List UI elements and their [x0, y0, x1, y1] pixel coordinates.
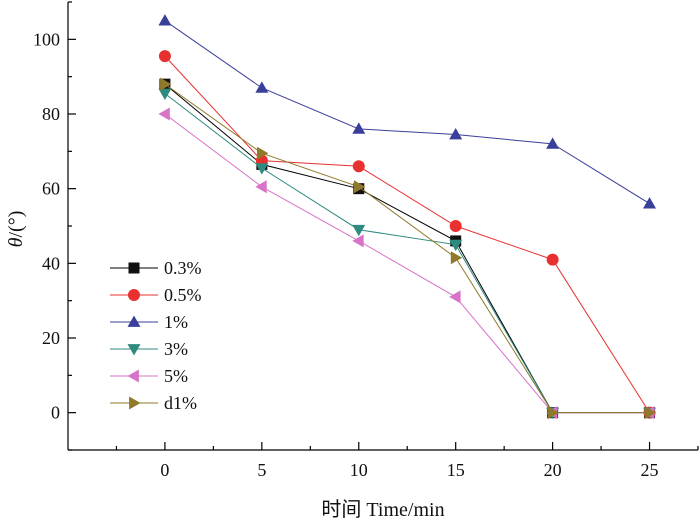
data-point-triangle-right — [160, 77, 172, 91]
series-line — [164, 83, 650, 414]
legend-item: 1% — [110, 312, 188, 332]
data-point-triangle-up — [449, 128, 463, 140]
data-point-triangle-up — [352, 122, 366, 134]
series-line — [164, 83, 650, 414]
data-point-triangle-up — [255, 81, 269, 93]
legend-item: d1% — [110, 393, 197, 413]
x-tick-label: 25 — [641, 460, 659, 480]
data-point-triangle-right — [547, 406, 560, 420]
legend-label: 3% — [164, 339, 188, 359]
data-point-triangle-right — [644, 406, 657, 420]
y-tick-label: 40 — [42, 253, 60, 273]
series-line — [164, 55, 650, 413]
legend-marker — [129, 396, 141, 410]
data-point-triangle-down — [158, 88, 172, 100]
x-tick-label: 5 — [257, 460, 266, 480]
data-point-triangle-up — [643, 197, 657, 209]
x-axis-title: 时间 Time/min — [321, 498, 444, 521]
legend-marker — [127, 344, 141, 356]
series-3% — [158, 88, 657, 420]
data-point-triangle-down — [449, 239, 463, 252]
axes: 0 20 40 60 80 100 0 5 10 15 20 25 — [33, 1, 699, 480]
data-point-triangle-left — [352, 234, 364, 248]
series-line — [164, 20, 650, 205]
legend: 0.3% 0.5% 1% 3% 5% d1% — [110, 258, 202, 413]
legend-label: 0.3% — [164, 258, 202, 278]
y-tick-label: 80 — [42, 104, 60, 124]
data-point-circle — [449, 220, 462, 232]
legend-label: d1% — [164, 393, 197, 413]
x-tick-label: 15 — [447, 460, 465, 480]
y-axis-title: θ/(°) — [5, 211, 27, 248]
legend-label: 5% — [164, 366, 188, 386]
data-point-triangle-up — [546, 137, 560, 149]
y-tick-label: 20 — [42, 328, 60, 348]
y-axis-title-symbol: θ — [5, 237, 27, 247]
legend-item: 0.3% — [110, 258, 202, 278]
data-point-circle — [546, 253, 559, 266]
data-point-triangle-left — [158, 107, 170, 121]
data-point-triangle-up — [158, 14, 172, 26]
y-tick-label: 0 — [51, 403, 60, 423]
legend-item: 5% — [110, 366, 188, 386]
y-tick-label: 100 — [33, 29, 60, 49]
x-tick-label: 20 — [544, 460, 562, 480]
data-point-circle — [158, 50, 171, 63]
y-axis-title-unit: /(°) — [5, 211, 27, 238]
y-tick-label: 60 — [42, 179, 60, 199]
series-d1% — [160, 77, 657, 420]
data-point-triangle-left — [255, 180, 267, 194]
data-point-triangle-right — [353, 180, 366, 194]
series-0.3% — [159, 78, 656, 419]
series-layer — [158, 14, 657, 420]
legend-label: 0.5% — [164, 285, 202, 305]
x-tick-label: 10 — [350, 460, 368, 480]
legend-label: 1% — [164, 312, 188, 332]
legend-marker — [128, 289, 140, 301]
legend-marker — [128, 262, 140, 274]
x-tick-label: 0 — [160, 460, 169, 480]
legend-item: 0.5% — [110, 285, 202, 305]
data-point-triangle-left — [449, 290, 461, 304]
series-0.5% — [158, 50, 656, 419]
data-point-triangle-down — [255, 163, 269, 175]
legend-item: 3% — [110, 339, 188, 359]
data-point-triangle-right — [256, 146, 269, 160]
legend-marker — [127, 315, 141, 327]
data-point-triangle-down — [352, 224, 366, 237]
series-5% — [158, 107, 655, 420]
series-line — [164, 93, 650, 414]
series-1% — [158, 14, 657, 209]
data-point-triangle-right — [450, 251, 463, 265]
data-point-circle — [352, 160, 365, 173]
legend-marker — [127, 369, 139, 383]
